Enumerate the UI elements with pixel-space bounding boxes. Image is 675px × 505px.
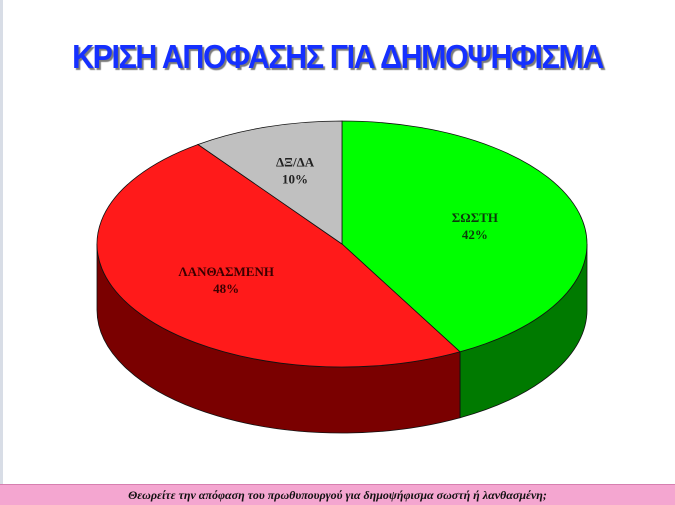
slice-2-label: ΛΑΝΘΑΣΜΕΝΗ: [178, 264, 274, 279]
chart-title: ΚΡΙΣΗ ΑΠΟΦΑΣΗΣ ΓΙΑ ΔΗΜΟΨΗΦΙΣΜΑ: [72, 38, 604, 75]
slice-1-label: ΣΩΣΤΗ: [452, 210, 498, 225]
slice-3-value-label: 10%: [282, 171, 308, 186]
left-border: [0, 0, 3, 484]
slice-3-label: ΔΞ/ΔΑ: [276, 154, 315, 169]
slice-2-value-label: 48%: [213, 281, 239, 296]
survey-question-bar: Θεωρείτε την απόφαση του πρωθυπουργού γι…: [0, 484, 675, 505]
slice-1-value-label: 42%: [462, 227, 488, 242]
pie-chart: ΣΩΣΤΗ 42% ΛΑΝΘΑΣΜΕΝΗ 48% ΔΞ/ΔΑ 10%: [96, 120, 588, 434]
pie-tops: [96, 120, 588, 368]
slice-3-top: [197, 120, 343, 245]
pie-labels: ΣΩΣΤΗ 42% ΛΑΝΘΑΣΜΕΝΗ 48% ΔΞ/ΔΑ 10%: [178, 154, 498, 295]
slice-2-top: [96, 144, 461, 368]
slice-1-top: [341, 120, 588, 353]
survey-question: Θεωρείτε την απόφαση του πρωθυπουργού γι…: [128, 488, 547, 502]
